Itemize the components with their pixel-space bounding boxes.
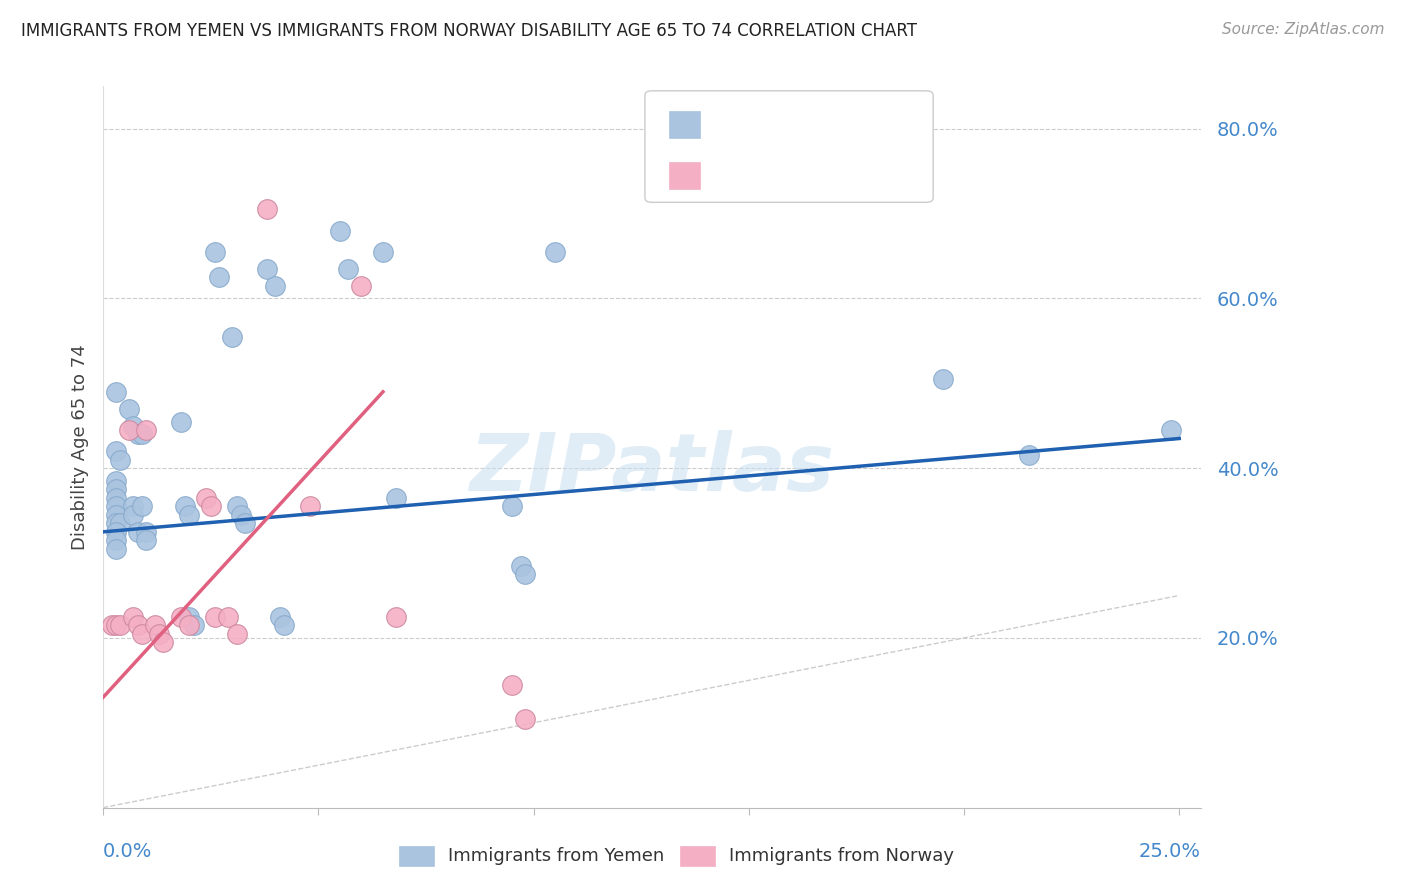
Point [105, 541, 128, 556]
Point [544, 244, 567, 259]
Point [127, 427, 149, 442]
Point [127, 618, 149, 632]
Point [264, 278, 287, 293]
Point [118, 423, 141, 437]
Point [127, 524, 149, 539]
Point [1160, 423, 1182, 437]
Point [931, 372, 953, 386]
Point [179, 609, 201, 624]
Y-axis label: Disability Age 65 to 74: Disability Age 65 to 74 [72, 344, 89, 549]
Point [100, 618, 122, 632]
Point [105, 474, 128, 488]
Point [298, 500, 321, 514]
Text: ZIPatlas: ZIPatlas [470, 430, 835, 508]
Text: 24: 24 [852, 167, 876, 185]
Point [217, 609, 239, 624]
Text: 0.216: 0.216 [751, 115, 807, 133]
Text: 25.0%: 25.0% [1139, 842, 1201, 861]
Point [269, 609, 291, 624]
Point [135, 524, 157, 539]
Point [105, 483, 128, 497]
Text: 0.0%: 0.0% [103, 842, 152, 861]
Text: Immigrants from Yemen: Immigrants from Yemen [449, 847, 665, 864]
Point [135, 533, 157, 548]
Point [329, 224, 352, 238]
Point [122, 500, 145, 514]
Point [1018, 449, 1040, 463]
Point [371, 244, 394, 259]
Point [501, 677, 523, 691]
Point [105, 384, 128, 399]
Text: N =: N = [803, 167, 853, 185]
Point [195, 491, 218, 505]
Point [385, 491, 408, 505]
Point [513, 712, 536, 726]
Point [225, 500, 247, 514]
Point [204, 244, 226, 259]
Point [273, 618, 295, 632]
Point [118, 401, 141, 416]
Point [350, 278, 373, 293]
Point [110, 452, 132, 467]
Point [105, 508, 128, 522]
Point [183, 618, 205, 632]
Point [221, 329, 243, 343]
Point [105, 516, 128, 531]
Point [105, 524, 128, 539]
Text: IMMIGRANTS FROM YEMEN VS IMMIGRANTS FROM NORWAY DISABILITY AGE 65 TO 74 CORRELAT: IMMIGRANTS FROM YEMEN VS IMMIGRANTS FROM… [21, 22, 917, 40]
Text: Immigrants from Norway: Immigrants from Norway [730, 847, 955, 864]
Point [105, 444, 128, 458]
Point [179, 618, 201, 632]
Point [233, 516, 256, 531]
Point [174, 500, 197, 514]
Point [105, 618, 128, 632]
Point [229, 508, 252, 522]
Text: R =: R = [709, 167, 747, 185]
Point [148, 626, 170, 640]
Point [135, 423, 157, 437]
Point [122, 418, 145, 433]
Text: Source: ZipAtlas.com: Source: ZipAtlas.com [1222, 22, 1385, 37]
Point [200, 500, 222, 514]
Point [337, 261, 360, 276]
Text: 49: 49 [852, 115, 876, 133]
Point [225, 626, 247, 640]
Text: N =: N = [803, 115, 853, 133]
Point [105, 500, 128, 514]
Point [122, 609, 145, 624]
Point [110, 516, 132, 531]
Point [122, 508, 145, 522]
Text: R =: R = [709, 115, 747, 133]
Text: 0.628: 0.628 [751, 167, 807, 185]
Point [179, 508, 201, 522]
Point [131, 626, 153, 640]
Point [256, 261, 278, 276]
Point [509, 558, 531, 573]
Point [105, 533, 128, 548]
Point [385, 609, 408, 624]
Point [169, 415, 191, 429]
Point [204, 609, 226, 624]
Point [131, 500, 153, 514]
Point [256, 202, 278, 217]
Point [513, 567, 536, 582]
Point [105, 491, 128, 505]
Point [131, 427, 153, 442]
Point [208, 270, 231, 285]
Point [501, 500, 523, 514]
Point [152, 635, 174, 649]
Point [169, 609, 191, 624]
Point [143, 618, 166, 632]
Point [110, 618, 132, 632]
